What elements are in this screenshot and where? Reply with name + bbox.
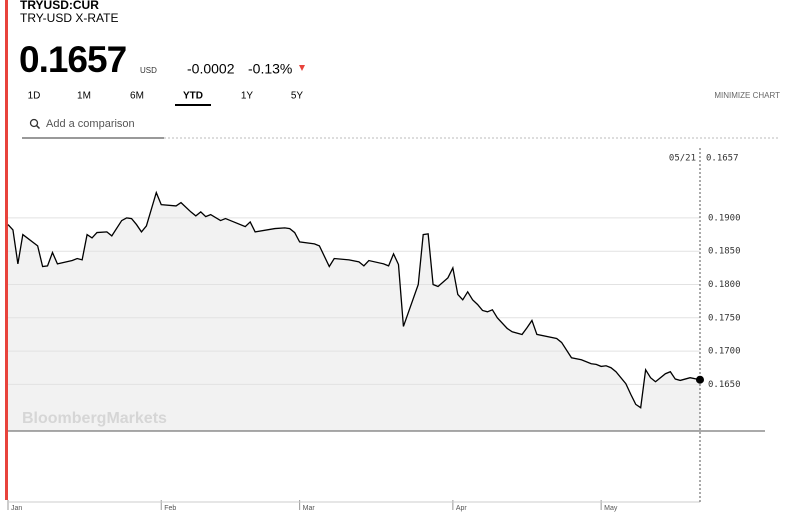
- range-button[interactable]: 1D: [28, 91, 41, 102]
- y-tick-label: 0.1650: [708, 380, 741, 390]
- range-button[interactable]: YTD: [183, 91, 203, 102]
- search-icon: [35, 124, 41, 130]
- instrument-name: TRY-USD X-RATE: [20, 11, 118, 25]
- area: [8, 192, 700, 431]
- comparison-input[interactable]: Add a comparison: [46, 118, 135, 130]
- y-tick-label: 0.1900: [708, 213, 741, 223]
- accent-bar: [5, 0, 8, 500]
- ticker: TRYUSD:CUR: [20, 0, 99, 12]
- search-icon: [29, 118, 39, 128]
- x-tick-label: May: [604, 505, 618, 512]
- y-tick-label: 0.1750: [708, 313, 741, 323]
- crosshair-date: 05/21: [669, 154, 696, 164]
- y-tick-label: 0.1800: [708, 280, 741, 290]
- x-tick-label: Apr: [456, 505, 468, 512]
- down-arrow: [299, 65, 305, 71]
- price-line: [7, 190, 701, 409]
- currency: USD: [140, 66, 157, 75]
- minimize-chart[interactable]: MINIMIZE CHART: [714, 91, 780, 100]
- x-tick-label: Mar: [303, 505, 316, 512]
- change: -0.0002: [187, 61, 235, 77]
- range-button[interactable]: 1Y: [241, 91, 254, 102]
- range-button[interactable]: 1M: [77, 91, 91, 102]
- crosshair-value: 0.1657: [706, 154, 739, 164]
- change-percent: -0.13%: [248, 61, 292, 77]
- x-tick-label: Jan: [11, 505, 22, 512]
- range-button[interactable]: 6M: [130, 91, 144, 102]
- y-tick-label: 0.1850: [708, 247, 741, 257]
- price: 0.1657: [19, 39, 126, 80]
- x-tick-label: Feb: [164, 505, 176, 512]
- y-tick-label: 0.1700: [708, 347, 741, 357]
- range-button[interactable]: 5Y: [291, 91, 304, 102]
- last-point: [696, 375, 704, 384]
- watermark: BloombergMarkets: [22, 410, 167, 427]
